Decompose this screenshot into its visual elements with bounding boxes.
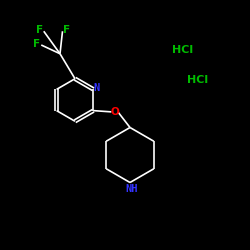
Text: HCl: HCl [172,45,193,55]
Text: F: F [64,25,70,35]
Text: HCl: HCl [187,75,208,85]
Text: O: O [110,107,119,117]
Text: F: F [36,25,43,35]
Text: F: F [33,39,40,49]
Text: NH: NH [125,184,138,194]
Text: N: N [93,83,100,93]
